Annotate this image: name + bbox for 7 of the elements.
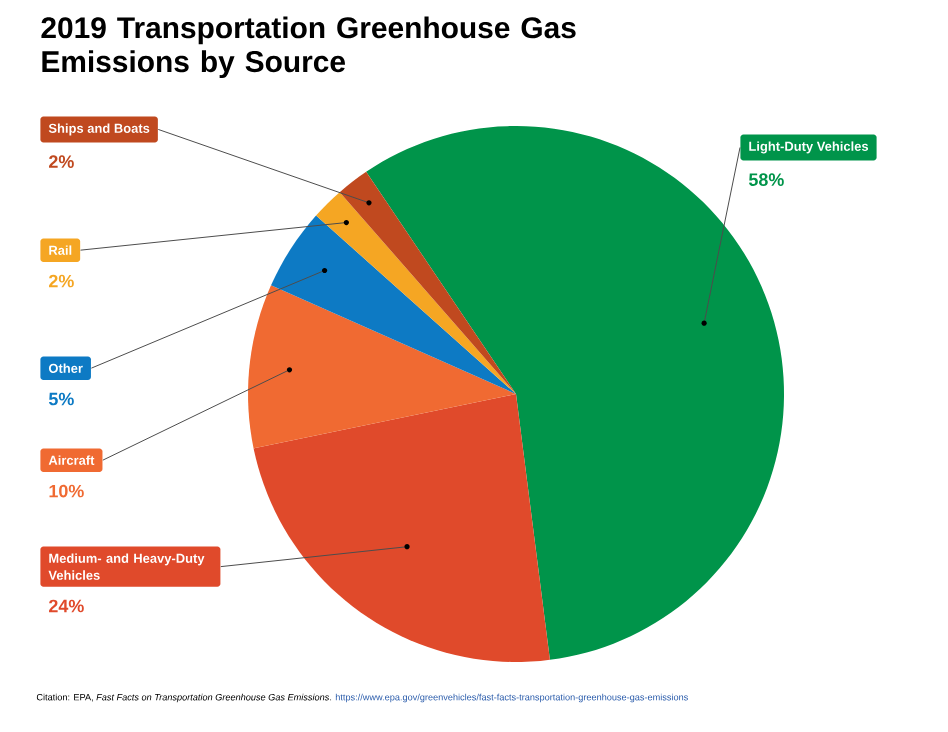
data-label: 10% bbox=[49, 484, 84, 498]
chart-title: 2019 Transportation Greenhouse Gas Emissions by Source bbox=[41, 16, 576, 79]
data-label: 24% bbox=[49, 599, 84, 613]
data-label: 5% bbox=[48, 392, 74, 406]
data-label: 58% bbox=[748, 173, 784, 187]
data-label: 2% bbox=[49, 274, 74, 288]
data-label: 2% bbox=[49, 155, 74, 168]
